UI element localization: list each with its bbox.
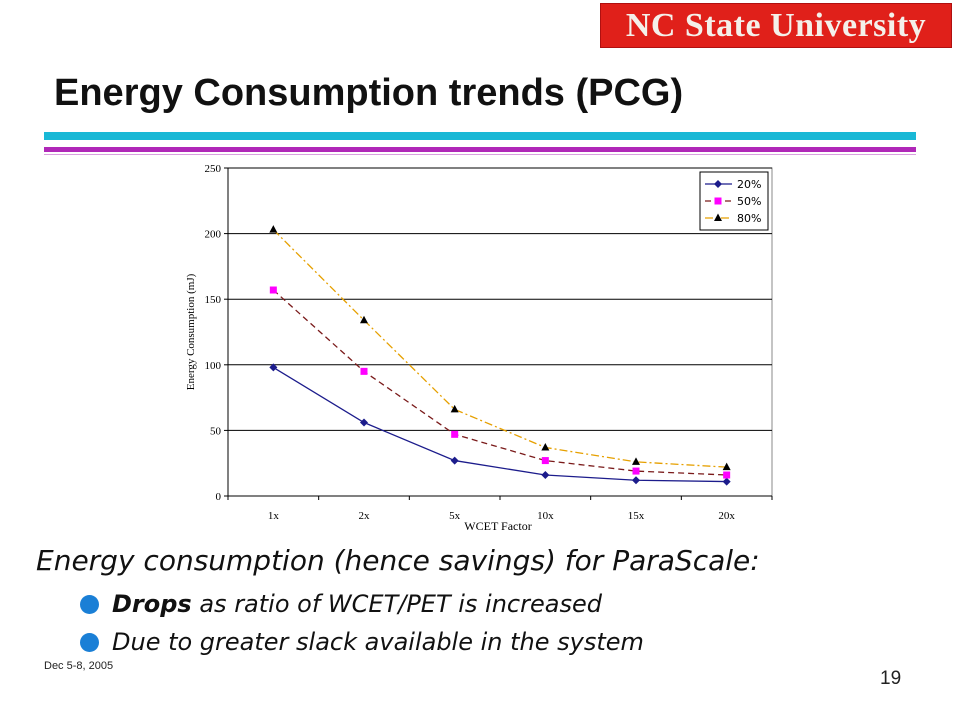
title-rule-purple-thin xyxy=(44,154,916,155)
page-number: 19 xyxy=(880,668,902,689)
data-point-diamond xyxy=(722,477,731,486)
lead-text: Energy consumption (hence savings) for P… xyxy=(36,544,760,577)
title-rule-purple xyxy=(44,147,916,152)
plot-area xyxy=(227,167,773,497)
bullet-dot-icon xyxy=(80,633,99,652)
data-point-square xyxy=(451,430,459,438)
logo-text: NC State University xyxy=(625,6,927,44)
data-point-triangle xyxy=(722,462,731,471)
footer-date: Dec 5-8, 2005 xyxy=(44,660,114,672)
y-tick-label: 50 xyxy=(210,425,222,437)
data-point-diamond xyxy=(269,363,278,372)
series-line xyxy=(272,229,727,468)
y-tick-label: 0 xyxy=(216,491,222,503)
y-tick-label: 100 xyxy=(205,360,222,372)
data-point-diamond xyxy=(632,476,640,485)
university-logo: NC State University xyxy=(600,3,952,48)
y-tick-label: 250 xyxy=(205,163,222,175)
data-point-square xyxy=(360,367,368,375)
data-point-triangle xyxy=(632,457,640,465)
data-point-diamond xyxy=(360,418,368,427)
bullet-item: Due to greater slack available in the sy… xyxy=(72,623,644,661)
bullet-list: Drops as ratio of WCET/PET is increased … xyxy=(72,585,644,661)
data-point-square xyxy=(714,197,722,205)
data-point-square xyxy=(541,457,549,465)
bullet-item: Drops as ratio of WCET/PET is increased xyxy=(72,585,644,623)
x-tick-label: 1x xyxy=(268,510,280,522)
bullet-dot-icon xyxy=(80,595,99,614)
x-tick-label: 10x xyxy=(537,510,554,522)
title-rule-cyan xyxy=(44,132,916,140)
y-tick-label: 150 xyxy=(205,294,222,306)
data-point-triangle xyxy=(269,225,278,233)
legend-label: 80% xyxy=(737,212,761,225)
slide-title: Energy Consumption trends (PCG) xyxy=(54,72,684,114)
legend-label: 20% xyxy=(737,178,761,191)
legend-label: 50% xyxy=(737,195,761,208)
data-point-triangle xyxy=(450,404,459,413)
energy-chart-svg: 0 50 100 150 200 250 1x 2x 5x 10x 15x 20x 20% 50% 80%… xyxy=(185,163,773,532)
x-tick-label: 5x xyxy=(449,510,461,522)
data-point-square xyxy=(269,286,277,294)
data-point-diamond xyxy=(541,471,550,480)
data-point-square xyxy=(632,467,640,475)
data-point-square xyxy=(723,471,731,479)
data-point-triangle xyxy=(541,442,550,451)
series-line xyxy=(272,289,727,476)
legend-box xyxy=(699,171,769,231)
bullet-emphasis: Drops xyxy=(112,590,192,618)
y-tick-label: 200 xyxy=(205,229,222,241)
x-tick-label: 20x xyxy=(718,510,735,522)
energy-chart: 0 50 100 150 200 250 1x 2x 5x 10x 15x 20x 20% 50% 80%… xyxy=(178,160,774,532)
x-axis-label: WCET Factor xyxy=(464,519,531,532)
series-line xyxy=(272,366,727,483)
x-tick-label: 2x xyxy=(359,510,371,522)
x-tick-label: 15x xyxy=(628,510,645,522)
data-point-diamond xyxy=(450,456,459,465)
bullet-text: as ratio of WCET/PET is increased xyxy=(191,590,602,618)
data-point-diamond xyxy=(714,180,722,188)
data-point-triangle xyxy=(714,213,722,221)
bullet-text: Due to greater slack available in the sy… xyxy=(112,628,644,656)
data-point-triangle xyxy=(360,315,368,324)
y-axis-label: Energy Consumption (mJ) xyxy=(185,273,197,390)
